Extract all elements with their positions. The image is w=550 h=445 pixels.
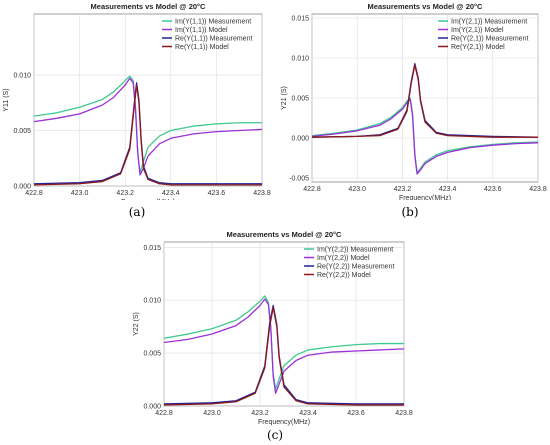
y-axis-label-a: Y11 (S): [3, 88, 10, 111]
series-line-b-4: [311, 64, 538, 138]
y-tick-label-b: -0.005: [289, 176, 309, 183]
x-axis-label-b: Frequency(MHz): [399, 195, 451, 200]
x-tick-label-c: 423.8: [395, 410, 413, 417]
y-tick-label-b: 0.015: [291, 16, 309, 23]
x-tick-label-a: 423.4: [162, 190, 180, 197]
x-tick-label-a: 423.2: [116, 190, 134, 197]
legend-entry-a-3: Re(Y(1,1)) Measurement: [175, 36, 252, 43]
legend-entry-a-2: Im(Y(1,1)) Model: [175, 27, 228, 34]
x-tick-label-b: 422.8: [303, 186, 321, 193]
caption-c: (c): [266, 428, 284, 442]
chart-panel-a: Measurements vs Model @ 20°C 422.8 423.0 42…: [0, 0, 275, 222]
x-tick-label-a: 422.8: [25, 190, 43, 197]
y-tick-label-c: 0.010: [143, 298, 161, 305]
y-axis-label-b: Y21 (S): [281, 86, 288, 110]
x-tick-label-b: 423.8: [529, 186, 547, 193]
legend-entry-c-4: Re(Y(2,2)) Model: [317, 272, 371, 279]
x-tick-label-c: 423.4: [299, 410, 317, 417]
y-axis-label-c: Y22 (S): [133, 312, 140, 336]
y-tick-label-b: 0.005: [291, 96, 309, 103]
legend-entry-b-4: Re(Y(2,1)) Model: [451, 44, 505, 51]
chart-title-b: Measurements vs Model @ 20°C: [368, 2, 484, 11]
caption-b: (b): [401, 205, 419, 219]
legend-entry-b-3: Re(Y(2,1)) Measurement: [451, 36, 528, 43]
x-tick-label-c: 423.0: [203, 410, 221, 417]
x-tick-label-b: 423.0: [348, 186, 366, 193]
legend-entry-a-4: Re(Y(1,1)) Model: [175, 44, 229, 51]
x-tick-label-c: 422.8: [155, 410, 173, 417]
x-tick-label-a: 423.0: [71, 190, 89, 197]
chart-c-svg: Measurements vs Model @ 20°C 422.8 423.0 42…: [133, 230, 413, 426]
y-tick-label-c: 0.005: [143, 351, 161, 358]
x-axis-label-a: Frequency (MHz): [121, 199, 175, 200]
series-line-a-2: [33, 77, 263, 176]
y-tick-label-c: 0.015: [143, 245, 161, 252]
y-tick-label-b: 0.000: [291, 136, 309, 143]
caption-a: (a): [128, 205, 146, 219]
chart-b-svg: Measurements vs Model @ 20°C 422.8 423.0 42…: [281, 2, 547, 202]
x-tick-label-c: 423.2: [251, 410, 269, 417]
legend-entry-b-2: Im(Y(2,1)) Model: [451, 27, 504, 34]
legend-entry-c-2: Im(Y(2,2)) Model: [317, 255, 370, 262]
y-tick-label-a: 0.005: [13, 128, 31, 135]
series-line-c-4: [163, 306, 404, 406]
plot-area-c: [163, 241, 405, 407]
x-tick-label-b: 423.4: [439, 186, 457, 193]
chart-panel-c: Measurements vs Model @ 20°C 422.8 423.0 42…: [130, 228, 415, 445]
legend-entry-c-3: Re(Y(2,2)) Measurement: [317, 264, 394, 271]
chart-a-svg: Measurements vs Model @ 20°C 422.8 423.0 42…: [3, 2, 271, 206]
y-tick-label-a: 0.010: [13, 73, 31, 80]
legend-entry-a-1: Im(Y(1,1)) Measurement: [175, 19, 251, 26]
x-tick-label-b: 423.6: [484, 186, 502, 193]
x-tick-label-a: 423.6: [208, 190, 226, 197]
x-axis-label-c: Frequency(MHz): [258, 419, 310, 426]
x-tick-label-c: 423.6: [347, 410, 365, 417]
legend-entry-c-1: Im(Y(2,2)) Measurement: [317, 247, 393, 254]
x-tick-label-b: 423.2: [394, 186, 412, 193]
legend-entry-b-1: Im(Y(2,1)) Measurement: [451, 19, 527, 26]
y-tick-label-a: 0.000: [13, 184, 31, 191]
chart-title-a: Measurements vs Model @ 20°C: [91, 2, 207, 11]
y-tick-label-c: 0.000: [143, 404, 161, 411]
series-line-a-4: [33, 84, 262, 186]
y-tick-label-b: 0.010: [291, 56, 309, 63]
x-tick-label-a: 423.8: [253, 190, 271, 197]
series-line-b-2: [311, 98, 539, 175]
chart-title-c: Measurements vs Model @ 20°C: [227, 230, 343, 239]
series-line-c-2: [163, 298, 405, 394]
chart-panel-b: Measurements vs Model @ 20°C 422.8 423.0 42…: [278, 0, 550, 222]
